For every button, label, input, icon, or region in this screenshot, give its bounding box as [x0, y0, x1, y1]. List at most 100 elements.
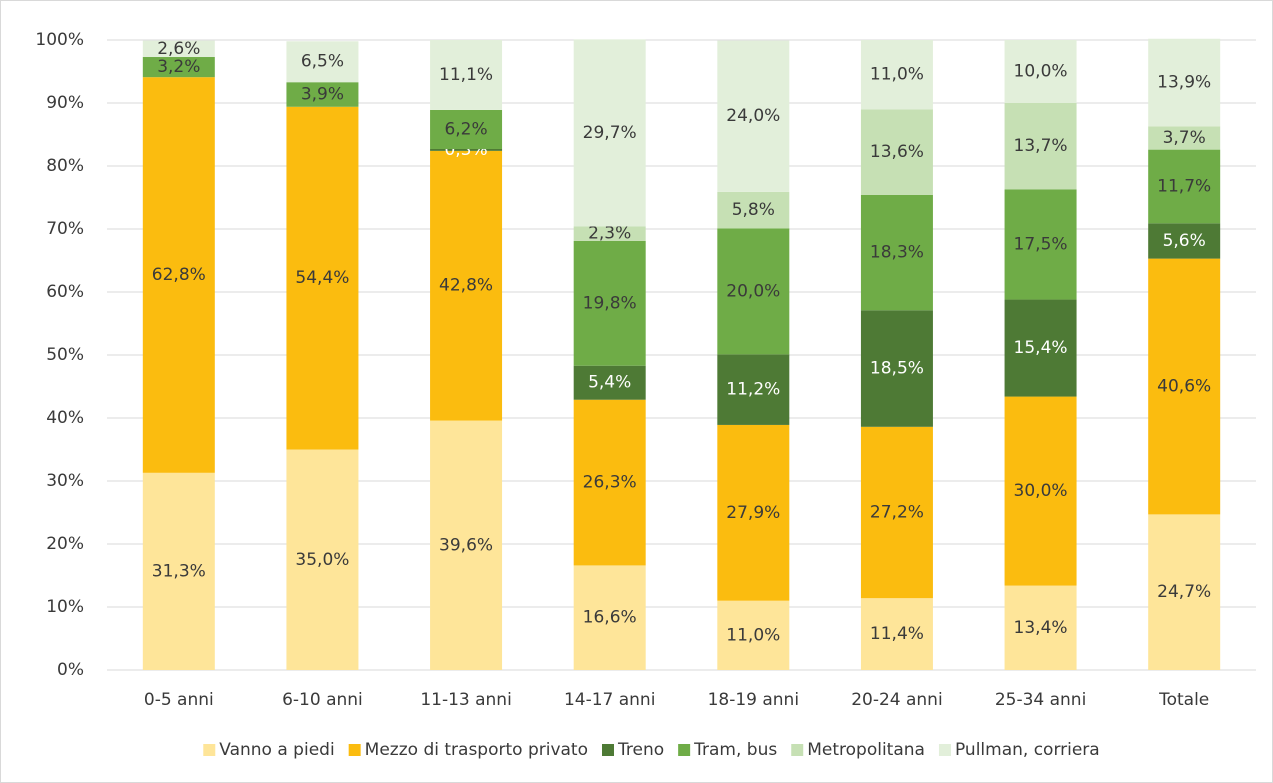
data-label: 13,4% [1014, 618, 1068, 638]
bar-segment [717, 228, 790, 355]
bar-segment [1148, 149, 1221, 224]
bar-segment [573, 365, 646, 400]
bar-segment [1004, 40, 1077, 103]
bar-segment [142, 57, 215, 78]
data-label: 6,2% [444, 119, 487, 139]
y-tick-label: 70% [46, 219, 84, 239]
bar-segment [860, 109, 933, 195]
legend-label: Tram, bus [693, 740, 777, 760]
legend-label: Pullman, corriera [955, 740, 1100, 760]
legend-label: Metropolitana [807, 740, 925, 760]
data-label: 40,6% [1157, 377, 1211, 397]
bar-segment [430, 109, 503, 149]
x-tick-label: 18-19 anni [708, 690, 800, 710]
bar-segment [860, 194, 933, 311]
bar-segment [1004, 585, 1077, 670]
bar-segment [1148, 126, 1221, 150]
data-label: 24,0% [726, 106, 780, 126]
bar-segment [1004, 299, 1077, 397]
legend: Vanno a piedi Mezzo di trasporto privato T… [203, 740, 1100, 760]
data-label: 11,0% [870, 65, 924, 85]
data-label: 11,0% [726, 625, 780, 645]
bar-segment [286, 82, 359, 107]
x-tick-label: 6-10 anni [282, 690, 363, 710]
data-label: 5,4% [588, 373, 631, 393]
bar-segment [860, 598, 933, 670]
y-tick-label: 60% [46, 282, 84, 302]
data-label: 18,5% [870, 359, 924, 379]
data-label: 19,8% [583, 293, 637, 313]
legend-swatch [678, 744, 691, 756]
x-tick-label: 20-24 anni [851, 690, 943, 710]
legend-label: Mezzo di trasporto privato [365, 740, 588, 760]
bar-segment [573, 240, 646, 366]
bar-segment [717, 424, 790, 601]
data-label: 20,0% [726, 281, 780, 301]
data-label: 18,3% [870, 243, 924, 263]
data-label: 6,5% [301, 52, 344, 72]
data-label: 11,7% [1157, 176, 1211, 196]
data-label: 11,2% [726, 380, 780, 400]
bar-segment [717, 354, 790, 425]
bar-segment [430, 40, 503, 110]
data-label: 13,6% [870, 142, 924, 162]
x-tick-label: 0-5 anni [144, 690, 214, 710]
data-label: 2,3% [588, 224, 631, 244]
bar-segment [430, 150, 503, 421]
bar-segment [430, 148, 503, 151]
data-label: 13,7% [1014, 136, 1068, 156]
legend-swatch [203, 744, 216, 756]
data-label: 54,4% [295, 268, 349, 288]
bar-segment [1148, 223, 1221, 259]
legend-label: Vanno a piedi [219, 740, 334, 760]
data-label: 2,6% [157, 39, 200, 59]
data-label: 3,2% [157, 57, 200, 77]
y-tick-label: 100% [35, 30, 84, 50]
bar-segment [573, 399, 646, 566]
data-label: 39,6% [439, 535, 493, 555]
data-label: 15,4% [1014, 338, 1068, 358]
data-label: 31,3% [152, 561, 206, 581]
legend-swatch [348, 744, 361, 756]
bar-segment [573, 226, 646, 241]
x-tick-label: 25-34 anni [995, 690, 1087, 710]
data-label: 17,5% [1014, 234, 1068, 254]
data-label: 16,6% [583, 608, 637, 628]
y-tick-label: 80% [46, 156, 84, 176]
data-label: 10,0% [1014, 62, 1068, 82]
legend-swatch [602, 744, 614, 756]
y-tick-label: 10% [46, 597, 84, 617]
data-label: 3,9% [301, 84, 344, 104]
data-label: 35,0% [295, 550, 349, 570]
data-label: 3,7% [1163, 128, 1206, 148]
bar-segment [430, 420, 503, 670]
data-label: 62,8% [152, 265, 206, 285]
data-label: 11,1% [439, 65, 493, 85]
bar-segment [1148, 258, 1221, 515]
data-label: 26,3% [583, 473, 637, 493]
data-label: 24,7% [1157, 582, 1211, 602]
bar-segment [286, 41, 359, 83]
data-label: 13,9% [1157, 73, 1211, 93]
bar-segment [717, 191, 790, 229]
bar-segment [286, 449, 359, 670]
bar-segment [860, 426, 933, 599]
y-tick-label: 90% [46, 93, 84, 113]
bar-segment [573, 565, 646, 670]
bar-segment [1148, 38, 1221, 127]
bar-segment [1148, 514, 1221, 670]
data-label: 5,8% [732, 200, 775, 220]
legend-swatch [938, 744, 951, 756]
x-tick-label: 14-17 anni [564, 690, 656, 710]
y-tick-label: 0% [57, 660, 84, 680]
bar-segment [860, 310, 933, 427]
bar-segment [573, 39, 646, 227]
y-tick-label: 40% [46, 408, 84, 428]
y-tick-label: 20% [46, 534, 84, 554]
bar-segment [1004, 189, 1077, 300]
x-tick-label: 11-13 anni [420, 690, 512, 710]
data-label: 11,4% [870, 624, 924, 644]
bar-segment [860, 40, 933, 110]
bar-segment [142, 40, 215, 58]
